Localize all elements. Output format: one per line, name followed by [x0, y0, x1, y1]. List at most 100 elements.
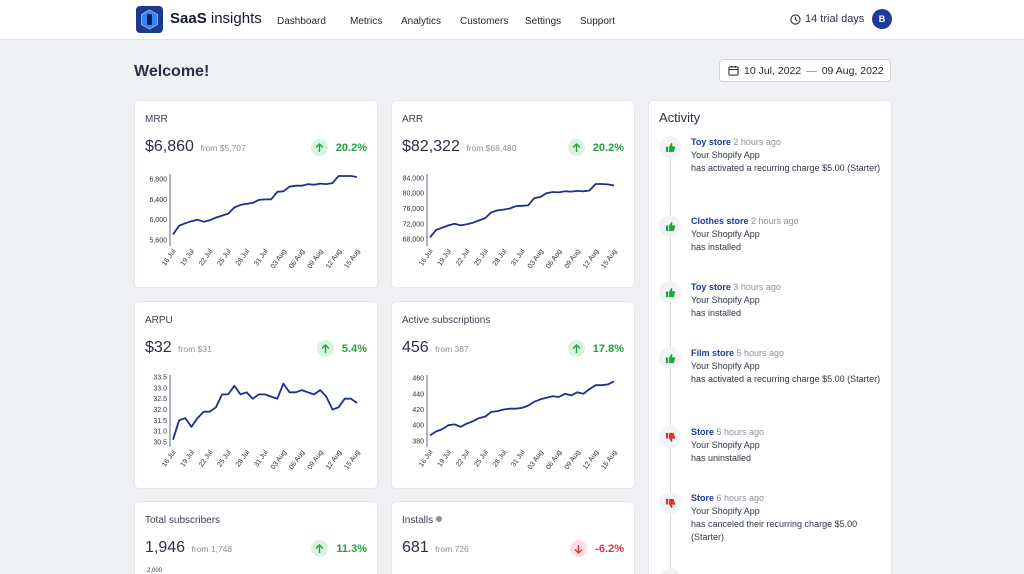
activity-store[interactable]: Film store [691, 348, 735, 358]
activity-app: Your Shopify App [691, 150, 760, 160]
x-tick-label: 28 Jul [492, 248, 509, 268]
installs-card[interactable]: Installs 681 from 726 -6.2% [392, 502, 634, 574]
nav-settings[interactable]: Settings [525, 16, 562, 27]
brand-rest: insights [206, 10, 262, 27]
activity-text: Store 6 hours ago Your Shopify App has can… [691, 492, 881, 544]
y-tick-label: 400 [412, 423, 424, 430]
x-tick-label: 31 Jul [253, 449, 270, 469]
x-tick-label: 31 Jul [253, 248, 270, 268]
trial-days-indicator[interactable]: 14 trial days [790, 13, 864, 25]
y-tick-label: 460 [412, 376, 424, 383]
activity-store[interactable]: Store [691, 493, 715, 503]
y-tick-label: 32.0 [153, 407, 167, 414]
activity-store[interactable]: Toy store [691, 282, 731, 292]
date-range-picker[interactable]: 10 Jul, 2022 — 09 Aug, 2022 [719, 59, 891, 82]
y-tick-label: 420 [412, 407, 424, 414]
date-separator: — [806, 64, 817, 77]
x-tick-label: 15 Aug [600, 248, 618, 270]
nav-analytics[interactable]: Analytics [401, 16, 442, 27]
card-value: 1,946 from 1,748 [145, 539, 232, 557]
date-end: 09 Aug, 2022 [821, 64, 884, 77]
y-tick-label: 72,000 [403, 221, 425, 228]
metric-value: $6,860 [145, 138, 194, 155]
active-subscriptions-line-chart: 380 400 420 440 460 16 Jul 19 Jul 22 Jul 25 Jul 2… [412, 375, 619, 471]
x-tick-label: 09 Aug [307, 248, 325, 270]
card-value: $32 from $31 [145, 339, 212, 357]
activity-text: Toy store 2 hours ago Your Shopify App has… [691, 136, 881, 175]
app-logo[interactable] [136, 6, 163, 33]
activity-store[interactable]: Toy store [691, 137, 731, 147]
thumbs-up-icon [659, 281, 681, 303]
card-title: MRR [145, 114, 168, 125]
info-icon[interactable] [436, 516, 443, 522]
activity-store[interactable]: Clothes store [691, 216, 749, 226]
activity-marker-icon [659, 568, 681, 574]
x-tick-label: 06 Aug [288, 449, 306, 471]
activity-text: Toy store 3 hours ago Your Shopify App has… [691, 281, 881, 320]
user-avatar[interactable]: B [872, 9, 892, 29]
x-tick-label: 06 Aug [545, 449, 563, 471]
y-tick-label: 6,800 [149, 177, 167, 184]
nav-support[interactable]: Support [580, 16, 616, 27]
card-title-text: Installs [402, 515, 434, 526]
y-tick-label: 6,400 [149, 197, 167, 204]
change-badge: 17.8% [567, 340, 624, 357]
arr-card[interactable]: ARR $82,322 from $68,480 20.2% 68,000 72,… [392, 101, 634, 287]
top-navigation-bar: SaaS insights Dashboard Metrics Analytic… [0, 0, 1024, 40]
total-subscribers-card[interactable]: Total subscribers 1,946 from 1,748 11.3%… [135, 502, 377, 574]
card-value: $82,322 from $68,480 [402, 138, 516, 156]
activity-panel: Activity Toy store 2 hours ago Your Shopi… [649, 101, 891, 574]
activity-time: 2 hours ago [751, 216, 799, 226]
activity-action: has canceled their recurring charge $5.0… [691, 519, 858, 542]
x-tick-label: 22 Jul [455, 248, 472, 268]
arrow-up-icon [567, 139, 585, 156]
y-tick-label: 33.5 [153, 375, 167, 382]
x-tick-label: 15 Aug [343, 449, 361, 471]
mrr-card[interactable]: MRR $6,860 from $5,707 20.2% 5,600 6,000 6… [135, 101, 377, 287]
activity-time: 5 hours ago [716, 427, 765, 437]
x-tick-label: 19 Jul [437, 449, 454, 469]
activity-time: 6 hours ago [716, 493, 765, 503]
hexagon-logo-icon [141, 9, 158, 30]
y-tick-label: 32.5 [153, 396, 167, 403]
metric-previous: from $68,480 [466, 143, 517, 153]
nav-customers[interactable]: Customers [460, 16, 509, 27]
page-title: Welcome! [134, 63, 210, 80]
metric-previous: from $31 [178, 344, 212, 354]
card-title: Active subscriptions [402, 315, 491, 326]
x-tick-label: 16 Jul [161, 248, 178, 268]
x-tick-label: 06 Aug [545, 248, 563, 270]
x-tick-label: 28 Jul [492, 449, 509, 469]
x-tick-label: 06 Aug [288, 248, 306, 270]
y-tick-label: 33.0 [153, 385, 167, 392]
metric-value: 1,946 [145, 539, 186, 556]
date-start: 10 Jul, 2022 [744, 64, 802, 77]
mrr-line-chart: 5,600 6,000 6,400 6,800 16 Jul 19 Jul 22 Jul 25… [149, 174, 362, 270]
change-percent: 20.2% [335, 141, 367, 154]
active-subscriptions-card[interactable]: Active subscriptions 456 from 387 17.8% … [392, 302, 634, 488]
y-tick-label: 31.0 [153, 429, 167, 436]
x-tick-label: 22 Jul [455, 449, 472, 469]
x-tick-label: 19 Jul [180, 449, 197, 469]
activity-store[interactable]: Store [691, 427, 715, 437]
y-tick-label: 31.5 [153, 418, 167, 425]
x-tick-label: 16 Jul [418, 248, 435, 268]
nav-dashboard[interactable]: Dashboard [277, 16, 326, 27]
series-line [429, 183, 615, 238]
x-tick-label: 25 Jul [473, 449, 490, 469]
x-tick-label: 15 Aug [343, 248, 361, 270]
card-value: 456 from 387 [402, 339, 469, 357]
thumbs-down-icon [659, 492, 681, 514]
x-tick-label: 03 Aug [270, 248, 288, 270]
arpu-card[interactable]: ARPU $32 from $31 5.4% 30.5 31.0 31.5 32.0 3… [135, 302, 377, 488]
y-tick-label: 84,000 [403, 175, 425, 182]
change-percent: 20.2% [592, 141, 624, 154]
y-tick-label: 440 [412, 391, 424, 398]
card-title: ARR [402, 114, 424, 125]
x-tick-label: 03 Aug [270, 449, 288, 471]
nav-metrics[interactable]: Metrics [350, 16, 383, 27]
change-badge: 5.4% [316, 340, 367, 357]
series-line [172, 175, 358, 236]
change-percent: 5.4% [341, 342, 367, 355]
y-tick-label: 76,000 [403, 206, 425, 213]
